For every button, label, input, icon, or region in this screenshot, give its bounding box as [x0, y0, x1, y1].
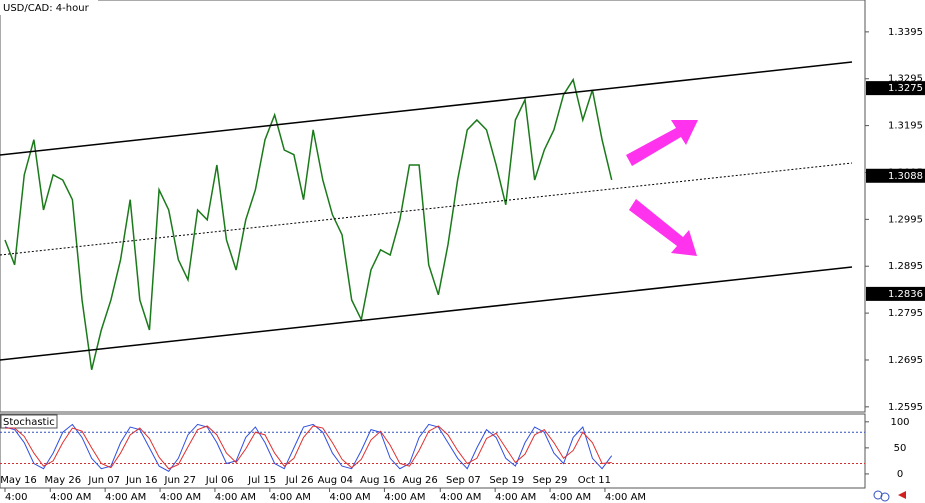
- y-tick-label: 1.2895: [888, 261, 923, 272]
- y-tick-label: 1.3195: [888, 121, 923, 132]
- x-tick-label: Jul 06: [205, 475, 234, 486]
- time-label: 4:00 AM: [495, 492, 536, 503]
- icon[interactable]: [898, 491, 906, 499]
- y-tick-label: 1.2795: [888, 308, 923, 319]
- y-tick-label: 50: [894, 443, 907, 454]
- time-label: 4:00 AM: [550, 492, 591, 503]
- y-tick-label: 0: [897, 469, 903, 480]
- x-tick-label: Sep 07: [446, 475, 481, 486]
- y-tick-label: 100: [890, 417, 909, 428]
- x-tick-label: Sep 19: [489, 475, 524, 486]
- icon[interactable]: [873, 490, 883, 500]
- price-tag: [866, 168, 925, 183]
- time-label: 4:00 AM: [605, 492, 646, 503]
- y-tick-label: 1.2995: [888, 214, 923, 225]
- chart-title: USD/CAD: 4-hour: [3, 3, 90, 14]
- toolbar-icons: [873, 490, 906, 502]
- indicator-title-bg: [0, 414, 58, 429]
- icon[interactable]: [880, 492, 890, 502]
- stochastic-line: [5, 425, 612, 470]
- price-tag: [866, 81, 925, 96]
- x-tick-label: Aug 26: [402, 475, 437, 486]
- time-label: 4:00 AM: [105, 492, 146, 503]
- time-label: 4:00 AM: [440, 492, 481, 503]
- y-tick-label: 1.2695: [888, 355, 923, 366]
- x-tick-label: Oct 11: [578, 475, 611, 486]
- x-tick-label: Aug 16: [360, 475, 395, 486]
- x-tick-label: May 16: [0, 475, 37, 486]
- stochastic-line: [4, 423, 613, 472]
- channel-upper: [0, 61, 853, 156]
- x-tick-label: Jul 15: [247, 475, 276, 486]
- x-tick-label: Sep 29: [533, 475, 568, 486]
- price-tag-label: 1.2836: [888, 289, 923, 300]
- time-label: 4:00 AM: [330, 492, 371, 503]
- price-tag-label: 1.3275: [888, 83, 923, 94]
- price-tag-label: 1.3088: [888, 171, 923, 182]
- price-line: [4, 77, 613, 370]
- channel-middle: [0, 162, 853, 256]
- time-label: 4:00 AM: [215, 492, 256, 503]
- channel-lower: [0, 266, 853, 361]
- time-label: 4:00: [5, 492, 27, 503]
- x-tick-label: Jun 07: [87, 475, 120, 486]
- y-tick-label: 1.3295: [888, 74, 923, 85]
- time-label: 4:00 AM: [50, 492, 91, 503]
- x-tick-label: Jun 27: [164, 475, 197, 486]
- arrows: [626, 120, 698, 256]
- title-bg: [0, 0, 98, 15]
- x-tick-label: Aug 04: [318, 475, 353, 486]
- indicator-title: Stochastic: [3, 417, 55, 428]
- main-panel: [0, 0, 866, 413]
- y-tick-label: 1.3395: [888, 27, 923, 38]
- indicator-panel: [0, 413, 866, 489]
- x-tick-label: May 26: [44, 475, 81, 486]
- time-label: 4:00 AM: [160, 492, 201, 503]
- arrow-up: [626, 120, 698, 166]
- x-tick-label: Jul 26: [285, 475, 314, 486]
- x-tick-label: Jun 16: [125, 475, 158, 486]
- price-tag: [866, 286, 925, 301]
- time-label: 4:00 AM: [270, 492, 311, 503]
- y-tick-label: 1.2595: [888, 402, 923, 413]
- time-label: 4:00 AM: [384, 492, 425, 503]
- arrow-down: [629, 199, 697, 256]
